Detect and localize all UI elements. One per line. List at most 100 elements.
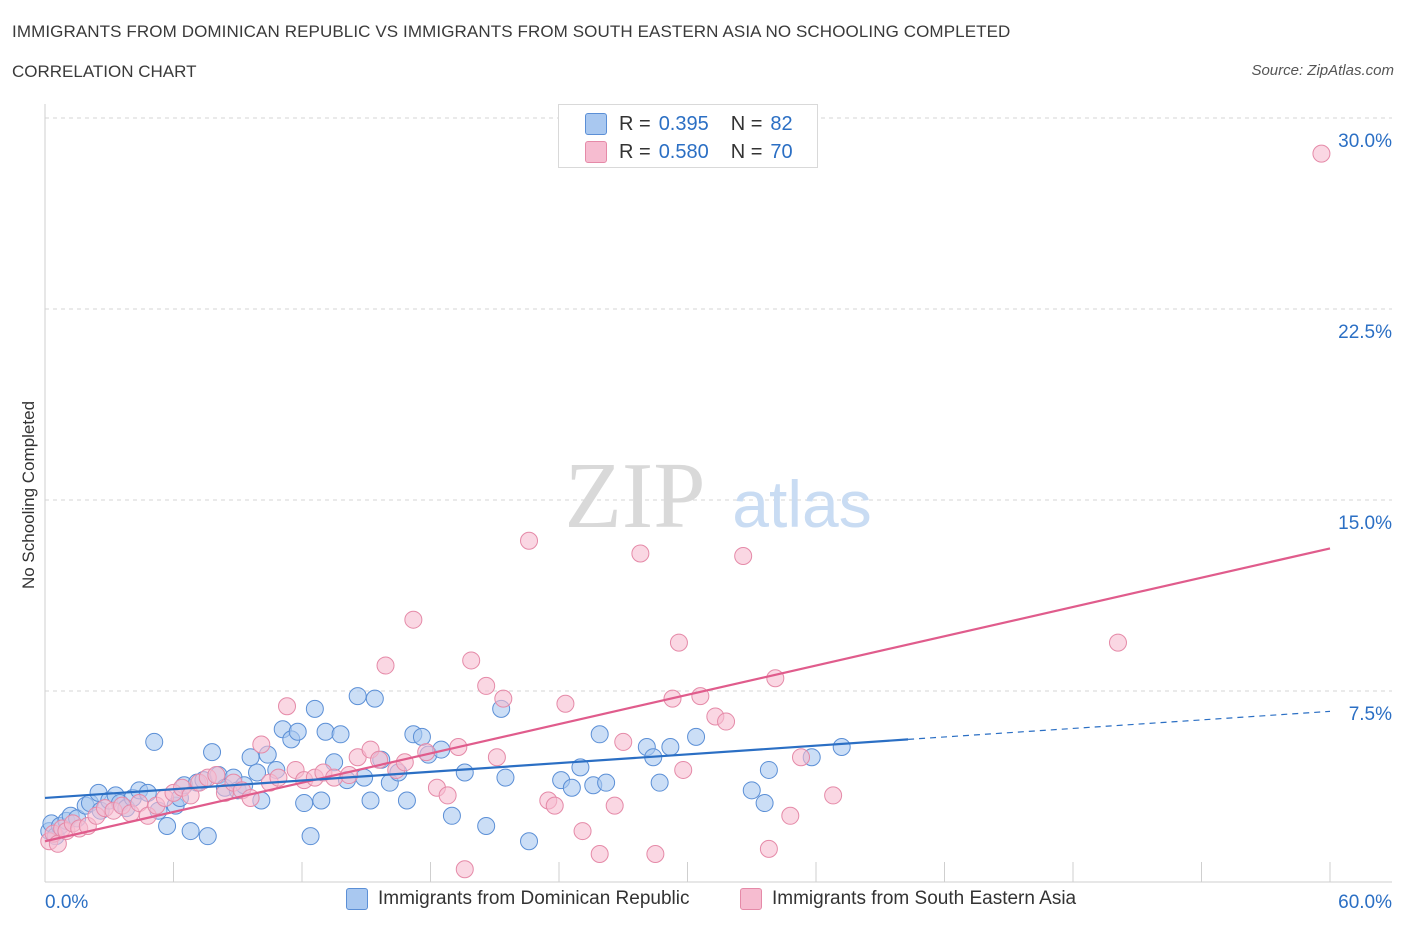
blue-point — [520, 832, 539, 851]
pink-point — [545, 796, 564, 815]
blue-point — [348, 687, 367, 706]
pink-point — [573, 822, 592, 841]
blue-point — [397, 791, 416, 810]
blue-point — [203, 743, 222, 762]
pink-point — [520, 531, 539, 550]
watermark-zip: ZIP — [565, 444, 706, 548]
blue-point — [316, 722, 335, 741]
x-tick-label: 60.0% — [1338, 892, 1392, 913]
y-tick-label: 22.5% — [1338, 322, 1392, 343]
trend-line-blue — [44, 738, 909, 800]
pink-point — [207, 766, 226, 785]
legend-n-label: N = — [730, 140, 763, 163]
blue-point — [496, 768, 515, 787]
pink-point — [766, 669, 785, 688]
legend-row-pink: R = 0.580 N = 70 — [585, 139, 793, 165]
blue-point — [742, 781, 761, 800]
pink-point — [734, 547, 753, 566]
blue-point — [442, 806, 461, 825]
pink-point — [438, 786, 457, 805]
blue-point — [181, 822, 200, 841]
pink-point — [462, 651, 481, 670]
blue-point — [248, 763, 267, 782]
pink-point — [130, 794, 149, 813]
blue-point — [661, 738, 680, 757]
blue-point — [158, 816, 177, 835]
legend-n-label: N = — [730, 112, 763, 135]
chart-subtitle: CORRELATION CHART — [12, 62, 197, 81]
pink-point — [614, 732, 633, 751]
watermark-atlas: atlas — [732, 467, 871, 541]
legend-r-value-pink: 0.580 — [658, 140, 709, 163]
blue-point — [412, 727, 431, 746]
legend-r-value-blue: 0.395 — [658, 112, 709, 135]
pink-point — [824, 786, 843, 805]
blue-point — [288, 722, 307, 741]
pink-point — [404, 610, 423, 629]
pink-point — [487, 748, 506, 767]
grid-lines — [45, 117, 1392, 692]
blue-point — [590, 725, 609, 744]
pink-point — [759, 839, 778, 858]
pink-point — [590, 844, 609, 863]
y-tick-label: 15.0% — [1338, 513, 1392, 534]
pink-point — [1108, 633, 1127, 652]
blue-point — [331, 725, 350, 744]
y-tick-label: 7.5% — [1349, 704, 1392, 725]
pink-point — [646, 844, 665, 863]
tick-labels: 7.5% 15.0% 22.5% 30.0% 0.0% 60.0% — [45, 131, 1392, 913]
trend-line-pink — [44, 547, 1331, 843]
y-axis-label: No Schooling Completed — [19, 401, 38, 589]
pink-point — [631, 544, 650, 563]
pink-point — [477, 676, 496, 695]
blue-point — [571, 758, 590, 777]
pink-point — [669, 633, 688, 652]
correlation-legend: R = 0.395 N = 82 R = 0.580 N = 70 — [558, 104, 818, 168]
axes — [44, 104, 1392, 883]
watermark: ZIP atlas — [565, 444, 872, 548]
bottom-legend-label-blue: Immigrants from Dominican Republic — [378, 888, 690, 909]
blue-point — [198, 827, 217, 846]
blue-point — [312, 791, 331, 810]
blue-point — [687, 727, 706, 746]
blue-point — [305, 699, 324, 718]
blue-point — [241, 748, 260, 767]
pink-point — [395, 753, 414, 772]
legend-n-value-blue: 82 — [770, 112, 793, 135]
bottom-legend-blue: Immigrants from Dominican Republic — [346, 888, 690, 910]
legend-swatch-blue — [585, 113, 607, 135]
blue-point — [477, 816, 496, 835]
legend-r-label: R = — [619, 140, 651, 163]
x-tick-label: 0.0% — [45, 892, 88, 913]
bottom-legend-label-pink: Immigrants from South Eastern Asia — [772, 888, 1077, 909]
blue-point — [301, 827, 320, 846]
blue-point — [597, 773, 616, 792]
legend-r-label: R = — [619, 112, 651, 135]
blue-point — [562, 778, 581, 797]
blue-point — [455, 763, 474, 782]
pink-point — [252, 735, 271, 754]
trend-lines — [44, 547, 1331, 843]
pink-point — [278, 697, 297, 716]
legend-row-blue: R = 0.395 N = 82 — [585, 111, 793, 137]
blue-point — [755, 794, 774, 813]
blue-point — [832, 738, 851, 757]
pink-point — [1312, 144, 1331, 163]
trend-line-blue-extension — [908, 710, 1331, 740]
pink-point — [181, 786, 200, 805]
pink-point — [717, 712, 736, 731]
y-tick-label: 30.0% — [1338, 131, 1392, 152]
pink-point — [494, 689, 513, 708]
blue-point — [650, 773, 669, 792]
bottom-legend-swatch-pink — [740, 888, 762, 910]
pink-point — [792, 748, 811, 767]
source-label: Source: ZipAtlas.com — [1251, 62, 1394, 79]
bottom-legend-swatch-blue — [346, 888, 368, 910]
pink-point — [455, 860, 474, 879]
blue-point — [361, 791, 380, 810]
blue-point — [365, 689, 384, 708]
bottom-legend-pink: Immigrants from South Eastern Asia — [740, 888, 1076, 910]
blue-point — [145, 732, 164, 751]
pink-point — [556, 694, 575, 713]
